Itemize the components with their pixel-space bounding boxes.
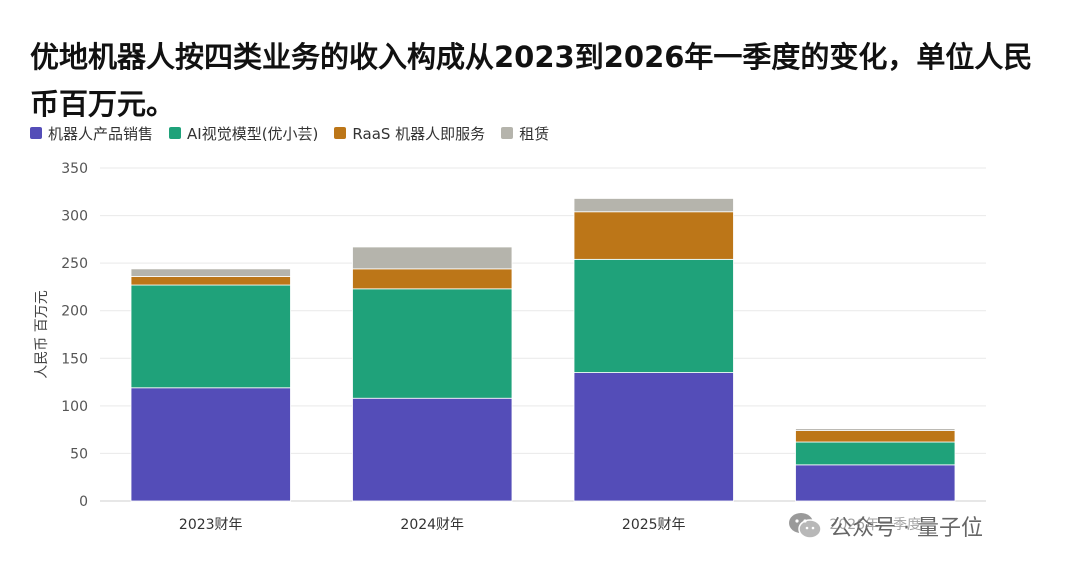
- watermark-text: 公众号 · 量子位: [830, 516, 983, 541]
- y-tick-label: 100: [61, 399, 88, 415]
- bar-segment: [130, 276, 291, 286]
- bar-segment: [573, 198, 734, 213]
- bar-segment: [352, 268, 513, 290]
- y-tick-label: 150: [61, 351, 88, 367]
- legend-item-leasing[interactable]: 租赁: [501, 123, 549, 144]
- wechat-icon: [789, 513, 822, 539]
- legend-swatch: [169, 127, 182, 139]
- bar-segment: [130, 268, 291, 277]
- chart-title: 优地机器人按四类业务的收入构成从2023到2026年一季度的变化，单位人民币百万…: [30, 40, 1033, 121]
- legend-item-ai-vision[interactable]: AI视觉模型(优小芸): [169, 123, 318, 144]
- bar-segment: [573, 211, 734, 260]
- legend-label: AI视觉模型(优小芸): [187, 124, 319, 143]
- chart-legend: 机器人产品销售 AI视觉模型(优小芸) RaaS 机器人即服务 租赁: [30, 123, 549, 143]
- bar-segment: [573, 372, 734, 502]
- legend-swatch: [30, 127, 42, 139]
- bar-segment: [130, 284, 291, 389]
- legend-swatch: [334, 127, 347, 139]
- legend-swatch: [501, 127, 514, 139]
- legend-label: RaaS 机器人即服务: [352, 124, 486, 143]
- y-tick-label: 300: [61, 209, 88, 225]
- y-tick-label: 0: [79, 494, 88, 510]
- bar-segment: [352, 397, 513, 502]
- bar-segment: [795, 464, 956, 502]
- bar-segment: [795, 428, 956, 431]
- y-tick-label: 200: [61, 304, 88, 320]
- bar-segment: [795, 441, 956, 466]
- watermark: 公众号 · 量子位: [782, 508, 989, 544]
- bar-segment: [352, 246, 513, 270]
- y-tick-label: 250: [61, 256, 88, 272]
- bar-segment: [352, 288, 513, 399]
- bar-segment: [130, 387, 291, 502]
- legend-item-product-sales[interactable]: 机器人产品销售: [30, 123, 153, 144]
- x-tick-label: 2024财年: [400, 517, 464, 533]
- y-tick-label: 350: [61, 161, 88, 177]
- y-axis-label: 人民币 百万元: [34, 290, 50, 378]
- x-tick-label: 2025财年: [622, 517, 686, 533]
- legend-label: 机器人产品销售: [48, 124, 154, 143]
- legend-item-raas[interactable]: RaaS 机器人即服务: [334, 123, 485, 144]
- bar-segment: [795, 430, 956, 443]
- legend-label: 租赁: [519, 124, 550, 143]
- y-tick-label: 50: [70, 446, 88, 462]
- bar-segment: [573, 258, 734, 373]
- x-tick-label: 2023财年: [179, 517, 243, 533]
